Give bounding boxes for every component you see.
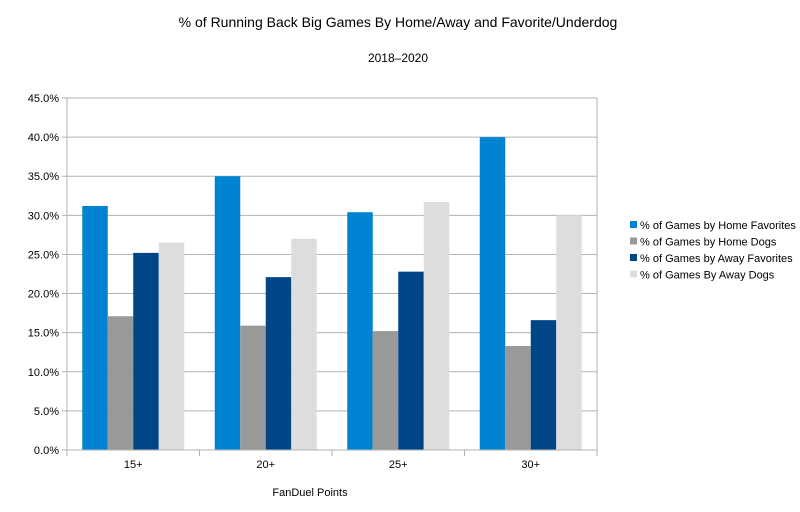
bar — [107, 316, 134, 450]
legend-swatch — [630, 237, 637, 245]
x-tick-label: 25+ — [389, 459, 408, 471]
legend-swatch — [630, 254, 637, 261]
y-tick-label: 0.0% — [34, 445, 59, 457]
bar — [133, 252, 159, 450]
legend-label: % of Games by Away Favorites — [640, 253, 793, 265]
chart-subtitle: 2018–2020 — [368, 51, 428, 65]
y-tick-label: 5.0% — [34, 406, 59, 418]
x-tick-label: 20+ — [256, 459, 275, 471]
bar — [214, 176, 241, 450]
bar — [556, 215, 582, 450]
x-tick-label: 15+ — [124, 459, 143, 471]
legend-label: % of Games by Home Favorites — [640, 220, 796, 232]
legend: % of Games by Home Favorites % of Games b… — [630, 220, 796, 282]
bar — [423, 202, 450, 450]
y-tick-label: 25.0% — [28, 249, 59, 261]
y-tick-label: 10.0% — [28, 367, 59, 379]
bar — [479, 137, 506, 450]
legend-label: % of Games by Home Dogs — [640, 237, 777, 249]
y-tick-label: 35.0% — [28, 171, 59, 183]
chart-title: % of Running Back Big Games By Home/Away… — [179, 14, 618, 30]
y-tick-label: 30.0% — [28, 210, 59, 222]
legend-swatch — [630, 270, 637, 278]
bar — [265, 277, 292, 450]
legend-swatch — [630, 221, 637, 228]
y-tick-label: 15.0% — [28, 328, 59, 340]
legend-label: % of Games By Away Dogs — [640, 270, 775, 282]
y-tick-label: 20.0% — [28, 289, 59, 301]
bar — [530, 320, 557, 450]
x-axis-label: FanDuel Points — [272, 487, 348, 499]
bar — [240, 325, 266, 450]
plot-frame — [66, 97, 598, 451]
x-axis: 15+ 20+ 25+ 30+ — [66, 450, 598, 471]
bars — [82, 137, 582, 450]
bar — [372, 331, 399, 450]
y-tick-label: 40.0% — [28, 132, 59, 144]
y-axis: 0.0% 5.0% 10.0% 15.0% 20.0% 25.0% 30.0% 35.0% 40… — [28, 93, 67, 457]
y-tick-label: 45.0% — [28, 93, 59, 105]
bar — [505, 345, 531, 450]
bar — [347, 212, 373, 450]
bar — [82, 205, 108, 450]
bar — [291, 238, 317, 450]
bar — [398, 271, 424, 450]
bar — [158, 242, 185, 450]
x-tick-label: 30+ — [521, 459, 540, 471]
